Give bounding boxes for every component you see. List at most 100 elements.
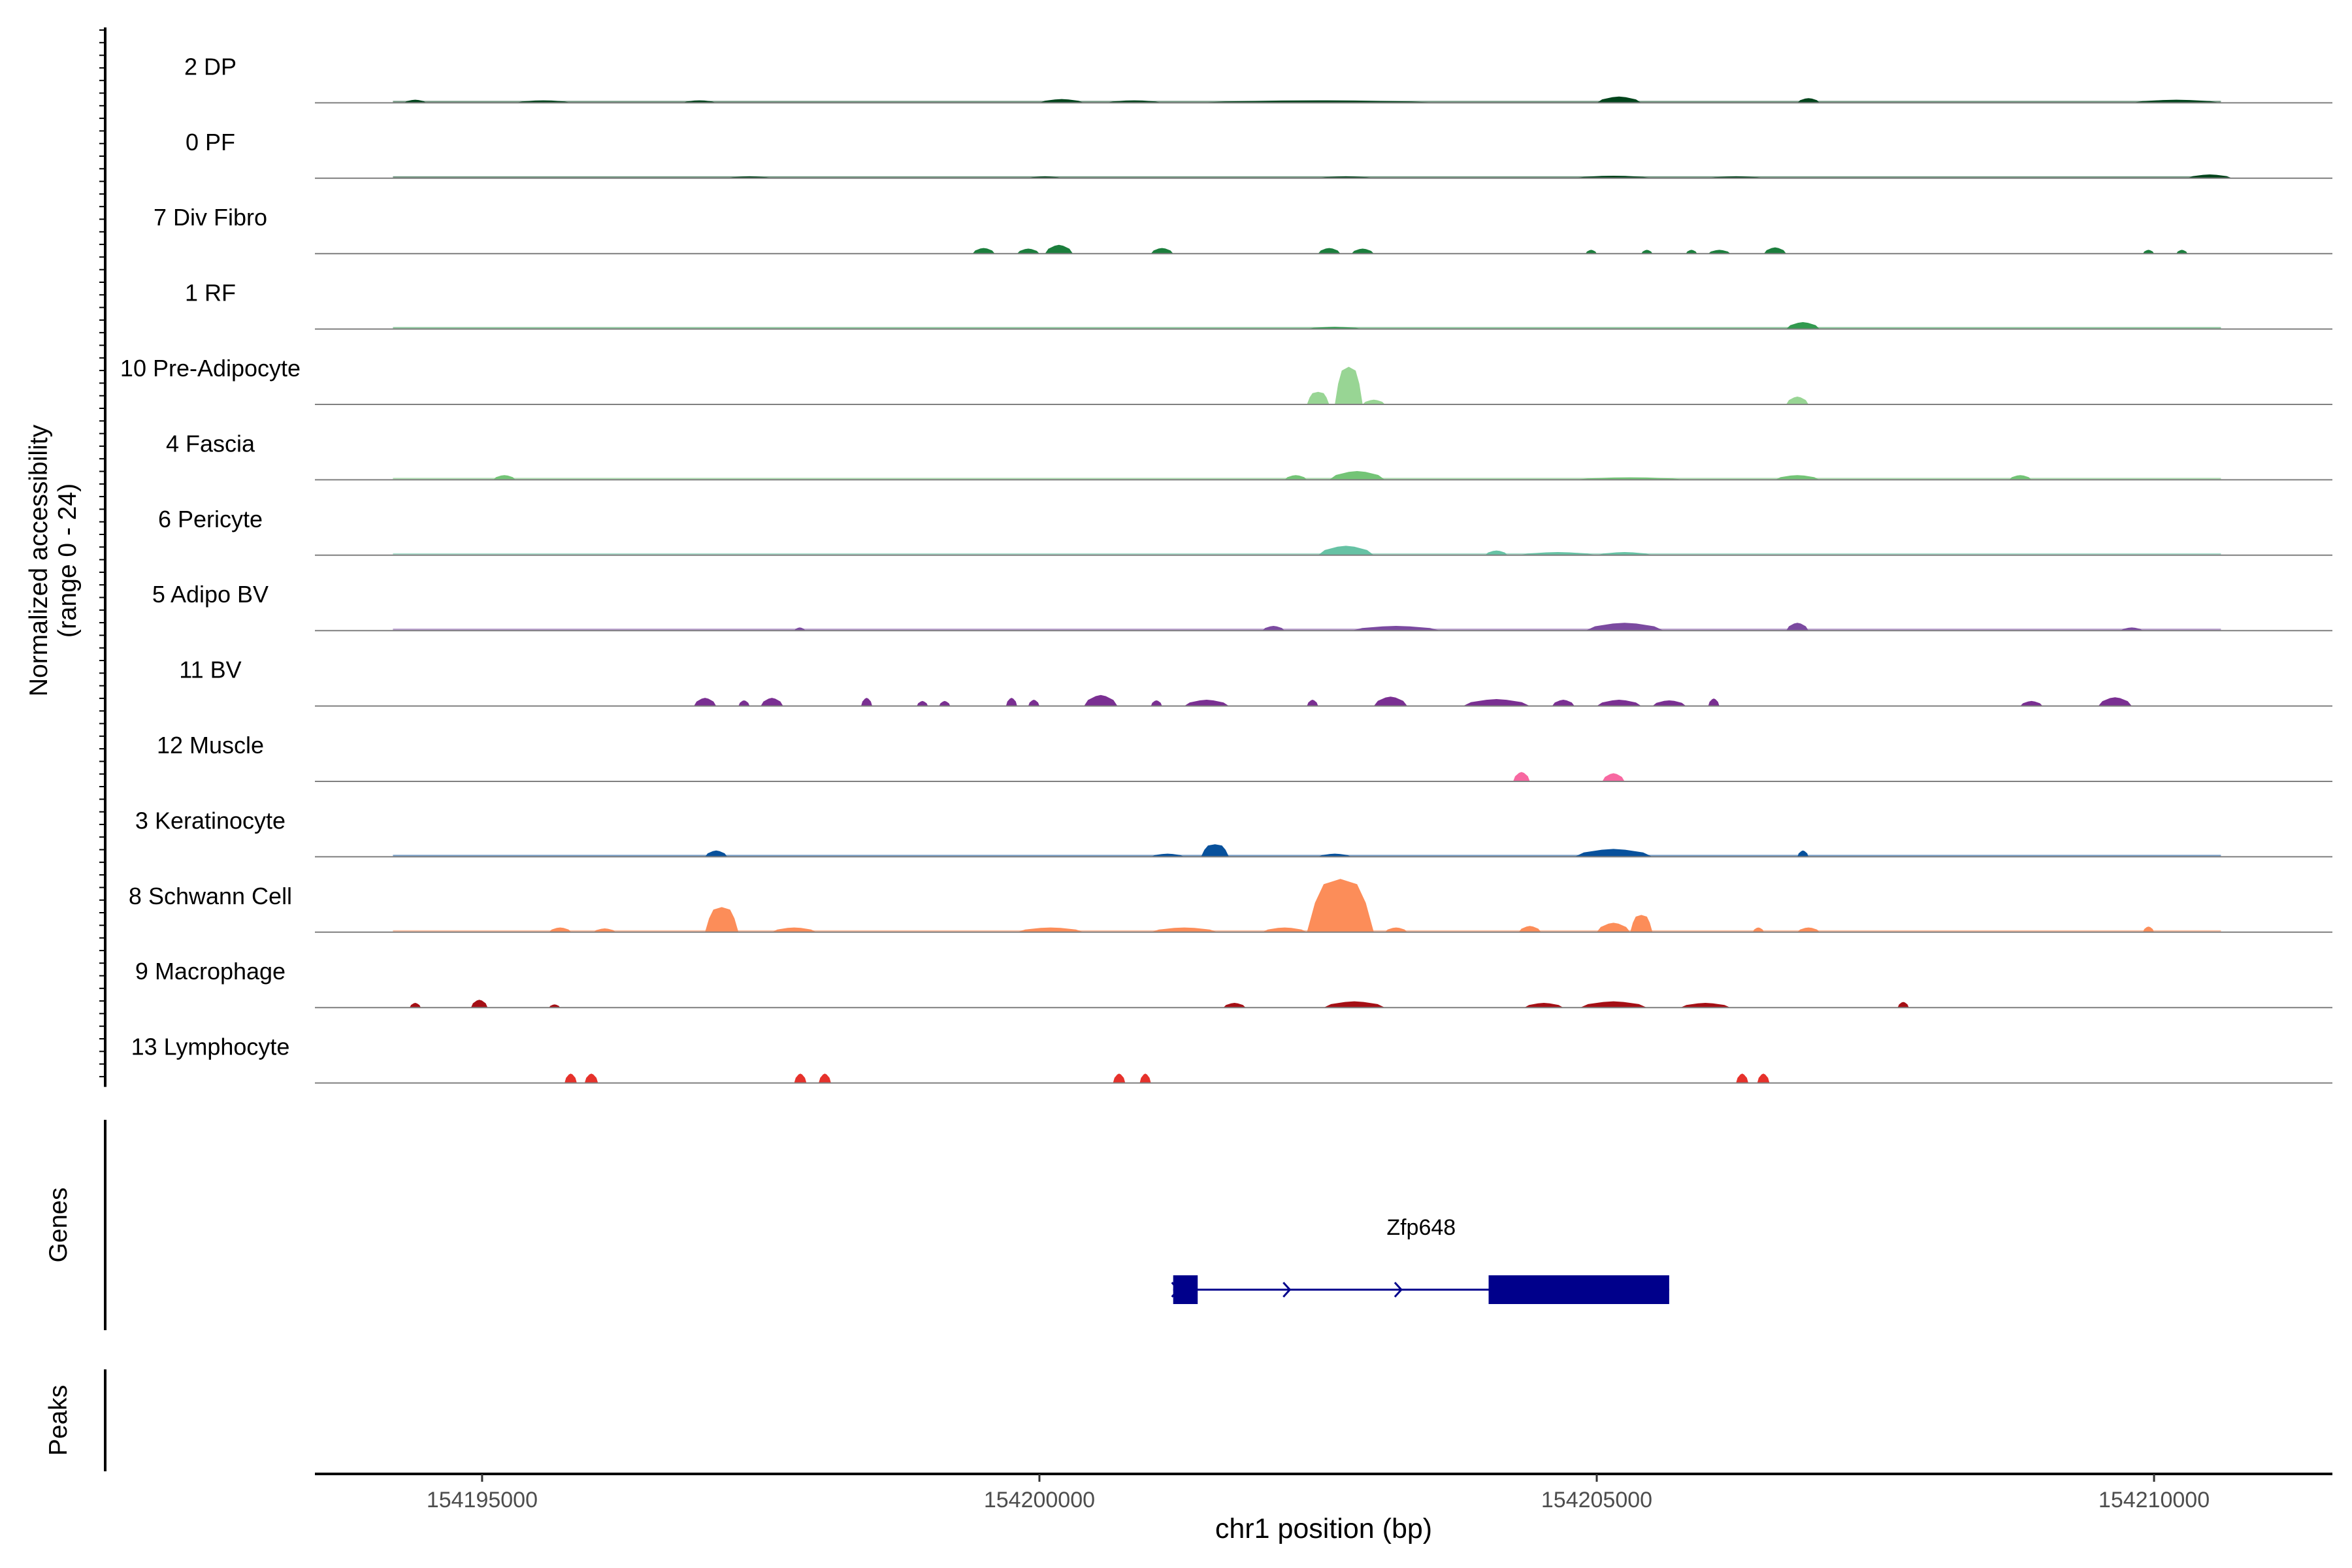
coverage-peak bbox=[1602, 773, 1625, 781]
coverage-peak bbox=[564, 1073, 577, 1083]
track-label: 12 Muscle bbox=[157, 732, 264, 759]
coverage-peak bbox=[1680, 1003, 1731, 1008]
coverage-peak bbox=[1763, 247, 1786, 254]
coverage-peak bbox=[917, 700, 928, 706]
coverage-peak bbox=[705, 907, 739, 932]
coverage-peak bbox=[2131, 99, 2221, 103]
coverage-peak bbox=[1652, 700, 1686, 706]
track-label: 9 Macrophage bbox=[135, 958, 286, 985]
coverage-peak bbox=[1641, 250, 1653, 254]
x-axis: 154195000 154200000 154205000 154210000 bbox=[315, 1473, 2332, 1512]
coverage-peak bbox=[1307, 700, 1318, 706]
track-11-bv: 11 BV bbox=[179, 657, 2332, 707]
coverage-peak bbox=[1597, 923, 1631, 932]
coverage-peak bbox=[549, 1004, 561, 1008]
coverage-peak bbox=[694, 698, 717, 706]
track-label: 4 Fascia bbox=[166, 430, 255, 457]
coverage-peak bbox=[1518, 926, 1541, 932]
track-2-dp: 2 DP bbox=[184, 53, 2332, 104]
strand-arrow-icon bbox=[1282, 1281, 1292, 1298]
track-low-signal bbox=[393, 176, 2221, 178]
coverage-peak bbox=[1597, 96, 1642, 103]
track-label: 0 PF bbox=[186, 129, 235, 155]
coverage-y-axis bbox=[99, 27, 106, 1087]
coverage-peak bbox=[1786, 322, 1820, 329]
coverage-peak bbox=[1151, 927, 1218, 932]
x-tick-label: 154205000 bbox=[1541, 1488, 1652, 1512]
coverage-peak bbox=[1329, 471, 1385, 480]
coverage-peak bbox=[2143, 926, 2154, 932]
coverage-peak bbox=[1463, 699, 1530, 706]
strand-arrow-icon bbox=[1394, 1281, 1403, 1298]
coverage-peak bbox=[1786, 623, 1809, 631]
coverage-peak bbox=[1017, 927, 1085, 932]
coverage-peak bbox=[1597, 552, 1653, 555]
coverage-peak bbox=[738, 700, 750, 706]
coverage-peak bbox=[1005, 698, 1017, 706]
genes-axis-label: Genes bbox=[44, 1188, 73, 1263]
track-label: 13 Lymphocyte bbox=[131, 1034, 290, 1060]
track-low-signal bbox=[393, 629, 2221, 631]
peaks-axis-label: Peaks bbox=[44, 1385, 73, 1456]
track-low-signal bbox=[393, 327, 2221, 329]
coverage-peak bbox=[1335, 367, 1363, 404]
coverage-peak bbox=[939, 700, 951, 706]
track-9-macrophage: 9 Macrophage bbox=[135, 958, 2332, 1009]
coverage-peak bbox=[2176, 250, 2188, 254]
track-label: 6 Pericyte bbox=[158, 506, 263, 532]
coverage-peak bbox=[794, 1073, 807, 1083]
coverage-peak bbox=[1384, 927, 1407, 932]
coverage-peak bbox=[1139, 1073, 1151, 1083]
coverage-peak bbox=[2143, 250, 2154, 254]
coverage-peak bbox=[861, 698, 872, 706]
coverage-peak bbox=[1752, 927, 1764, 932]
coverage-peak bbox=[1318, 248, 1341, 254]
coverage-peak bbox=[1151, 853, 1184, 857]
track-label: 5 Adipo BV bbox=[152, 581, 269, 608]
track-label: 3 Keratinocyte bbox=[135, 807, 286, 834]
x-axis-label: chr1 position (bp) bbox=[1215, 1513, 1432, 1544]
coverage-peak bbox=[1151, 700, 1162, 706]
coverage-tracks: 2 DP 0 PF 7 Div Fibro 1 RF 10 Pre-Adipocyte 4… bbox=[120, 53, 2332, 1084]
coverage-peak bbox=[1797, 850, 1809, 857]
coverage-peak bbox=[1897, 1002, 1909, 1008]
coverage-peak bbox=[1708, 698, 1720, 706]
track-6-pericyte: 6 Pericyte bbox=[158, 506, 2332, 556]
coverage-peak bbox=[1574, 849, 1653, 857]
coverage-peak bbox=[1084, 694, 1118, 706]
track-8-schwann-cell: 8 Schwann Cell bbox=[129, 879, 2332, 933]
coverage-peak bbox=[1045, 244, 1073, 254]
coverage-peak bbox=[760, 698, 783, 706]
track-label: 11 BV bbox=[179, 657, 241, 683]
gene-model: Zfp648 bbox=[1171, 1215, 1669, 1304]
coverage-peak bbox=[1307, 391, 1330, 404]
coverage-peak bbox=[404, 99, 427, 103]
track-label: 2 DP bbox=[184, 53, 237, 80]
coverage-peak bbox=[584, 1073, 598, 1083]
coverage-peak bbox=[1797, 98, 1820, 103]
coverage-peak bbox=[2009, 475, 2032, 480]
coverage-peak bbox=[493, 475, 516, 480]
track-1-rf: 1 RF bbox=[185, 280, 2332, 330]
coverage-peak bbox=[1262, 626, 1285, 631]
y-axis-label-line2: (range 0 - 24) bbox=[54, 483, 82, 638]
coverage-peak bbox=[1585, 623, 1664, 631]
track-label: 8 Schwann Cell bbox=[129, 883, 292, 909]
coverage-peak bbox=[819, 1073, 831, 1083]
coverage-peak bbox=[1757, 1073, 1770, 1083]
coverage-peak bbox=[1284, 475, 1307, 480]
x-tick-label: 154200000 bbox=[984, 1488, 1095, 1512]
coverage-peak bbox=[1580, 1001, 1647, 1008]
coverage-peak bbox=[549, 927, 572, 932]
coverage-peak bbox=[1736, 1073, 1748, 1083]
coverage-peak bbox=[1201, 844, 1229, 857]
coverage-peak bbox=[1513, 772, 1530, 781]
coverage-peak bbox=[2020, 700, 2043, 706]
coverage-peak bbox=[972, 248, 995, 254]
coverage-peak bbox=[1597, 700, 1642, 706]
track-12-muscle: 12 Muscle bbox=[157, 732, 2332, 782]
coverage-peak bbox=[1184, 700, 1229, 706]
coverage-peak bbox=[593, 928, 616, 932]
